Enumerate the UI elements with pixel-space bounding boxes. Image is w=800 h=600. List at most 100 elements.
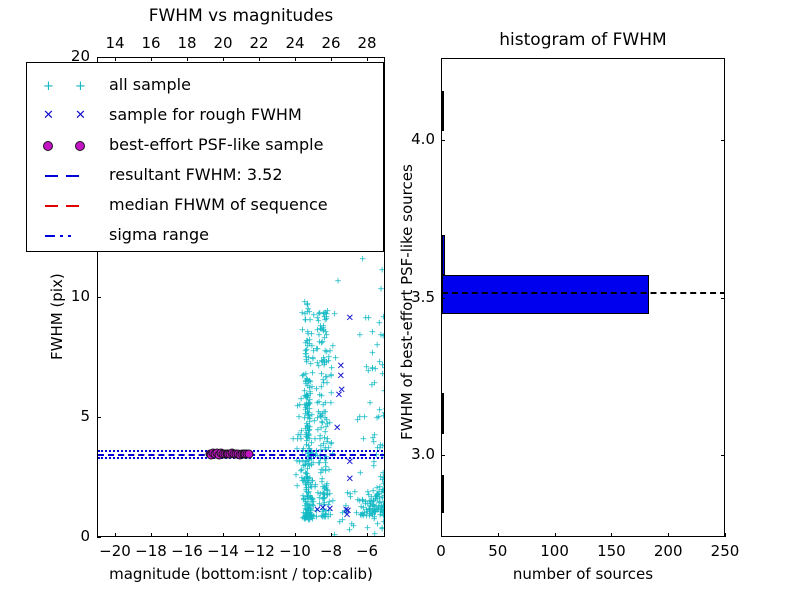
legend-label: resultant FWHM: 3.52: [109, 165, 283, 184]
scatter-point-all-sample: +: [318, 417, 326, 428]
scatter-point-all-sample: +: [301, 424, 310, 435]
scatter-point-all-sample: +: [322, 509, 330, 520]
scatter-point-all-sample: +: [319, 378, 328, 389]
hist-x-tick-mark: [611, 533, 613, 537]
scatter-point-all-sample: +: [302, 430, 311, 441]
scatter-point-all-sample: +: [308, 510, 316, 521]
scatter-point-all-sample: +: [372, 505, 381, 516]
scatter-point-all-sample: +: [377, 505, 385, 516]
scatter-point-all-sample: +: [367, 492, 376, 503]
cross-icon: ✕: [43, 108, 54, 123]
scatter-point-all-sample: +: [356, 510, 365, 521]
scatter-point-all-sample: +: [381, 498, 384, 508]
scatter-point-all-sample: +: [315, 308, 324, 319]
scatter-point-all-sample: +: [329, 496, 337, 507]
legend-row-4: median FHWM of sequence: [27, 191, 383, 221]
scatter-point-all-sample: +: [365, 490, 373, 501]
scatter-point-all-sample: +: [307, 493, 315, 504]
scatter-point-all-sample: +: [304, 505, 313, 516]
x-tick-mark-top: [115, 57, 116, 61]
hist-x-tick-label: 150: [597, 542, 626, 560]
legend-row-5: sigma range: [27, 221, 383, 251]
scatter-point-all-sample: +: [306, 505, 315, 516]
scatter-point-all-sample: +: [304, 491, 312, 502]
scatter-point-all-sample: +: [302, 390, 311, 401]
scatter-point-all-sample: +: [383, 347, 384, 356]
x-tick-label-bottom: −8: [319, 542, 343, 560]
scatter-point-all-sample: +: [306, 506, 315, 517]
scatter-point-all-sample: +: [302, 338, 310, 349]
scatter-point-all-sample: +: [304, 511, 312, 522]
scatter-point-all-sample: +: [306, 491, 314, 502]
scatter-point-all-sample: +: [372, 491, 381, 502]
scatter-point-all-sample: +: [323, 437, 331, 448]
x-tick-label-bottom: −12: [243, 542, 275, 560]
scatter-point-all-sample: +: [304, 400, 312, 411]
scatter-point-all-sample: +: [307, 500, 315, 511]
scatter-point-all-sample: +: [307, 495, 316, 506]
scatter-point-all-sample: +: [383, 510, 384, 520]
dashed-line-icon: [45, 175, 58, 177]
scatter-point-all-sample: +: [305, 404, 314, 415]
hist-y-tick-mark: [721, 455, 725, 457]
scatter-point-all-sample: +: [379, 361, 384, 370]
scatter-point-all-sample: +: [358, 495, 367, 506]
scatter-point-all-sample: +: [353, 415, 362, 426]
scatter-point-all-sample: +: [315, 458, 324, 469]
scatter-point-all-sample: +: [365, 504, 373, 515]
y-tick-label-left: 0: [80, 527, 90, 545]
scatter-point-all-sample: +: [305, 335, 314, 346]
scatter-point-all-sample: +: [302, 379, 310, 390]
scatter-point-all-sample: +: [384, 373, 385, 382]
scatter-point-all-sample: +: [320, 500, 328, 511]
scatter-point-all-sample: +: [359, 503, 368, 514]
scatter-point-all-sample: +: [321, 466, 330, 477]
hist-x-tick-label: 50: [488, 542, 508, 560]
scatter-point-all-sample: +: [304, 478, 312, 489]
scatter-point-all-sample: +: [384, 420, 385, 429]
scatter-point-all-sample: +: [309, 501, 318, 512]
scatter-point-rough-fwhm: ✕: [334, 389, 344, 401]
scatter-point-all-sample: +: [323, 486, 332, 497]
scatter-point-all-sample: +: [319, 494, 328, 505]
scatter-point-all-sample: +: [322, 330, 331, 341]
scatter-point-all-sample: +: [305, 383, 314, 394]
scatter-point-all-sample: +: [383, 500, 384, 509]
scatter-point-all-sample: +: [303, 472, 311, 483]
scatter-point-all-sample: +: [368, 510, 377, 521]
scatter-point-all-sample: +: [300, 514, 309, 525]
scatter-point-all-sample: +: [322, 422, 330, 433]
scatter-point-all-sample: +: [303, 474, 311, 485]
scatter-point-all-sample: +: [381, 409, 384, 419]
scatter-point-all-sample: +: [297, 426, 306, 437]
hist-x-tick-mark: [441, 533, 442, 537]
scatter-point-all-sample: +: [312, 384, 321, 395]
scatter-point-all-sample: +: [295, 457, 304, 468]
legend-label: all sample: [109, 75, 191, 94]
scatter-point-all-sample: +: [379, 494, 384, 503]
scatter-point-all-sample: +: [367, 509, 375, 520]
scatter-point-all-sample: +: [372, 505, 380, 516]
scatter-point-all-sample: +: [320, 360, 328, 371]
scatter-point-all-sample: +: [366, 501, 374, 512]
scatter-point-all-sample: +: [314, 425, 322, 436]
x-tick-mark-top: [151, 57, 152, 61]
scatter-point-all-sample: +: [381, 361, 384, 370]
scatter-point-all-sample: +: [308, 382, 316, 393]
scatter-point-all-sample: +: [316, 412, 325, 423]
scatter-point-all-sample: +: [312, 506, 321, 517]
hist-y-tick-mark: [441, 139, 445, 141]
legend-symbol-cell: ✕ ✕: [35, 101, 109, 131]
scatter-point-all-sample: +: [323, 419, 332, 430]
x-tick-mark-bottom: [259, 533, 260, 537]
scatter-point-all-sample: +: [305, 487, 313, 498]
legend-box: + + all sample ✕ ✕ sample for rough FWHM best-…: [26, 62, 384, 252]
scatter-point-all-sample: +: [305, 399, 314, 410]
dash-dot-line-icon: [60, 235, 63, 237]
scatter-point-all-sample: +: [327, 363, 336, 374]
right-panel-title: histogram of FWHM: [499, 30, 667, 50]
scatter-point-all-sample: +: [302, 430, 310, 441]
scatter-point-all-sample: +: [303, 401, 312, 412]
x-tick-label-top: 20: [213, 34, 233, 52]
scatter-point-all-sample: +: [308, 341, 316, 352]
